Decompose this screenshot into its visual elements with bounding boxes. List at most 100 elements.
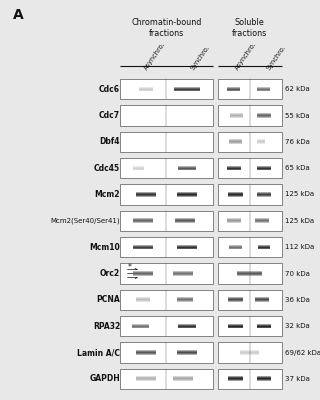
Bar (257, 142, 265, 143)
Bar (133, 169, 144, 170)
Bar (136, 354, 156, 355)
Bar (133, 170, 144, 172)
Bar (173, 273, 193, 274)
Bar (120, 263, 213, 284)
Bar (136, 194, 156, 195)
Text: Cdc45: Cdc45 (94, 164, 120, 173)
Text: 36 kDa: 36 kDa (285, 297, 310, 303)
Bar (133, 221, 153, 222)
Bar (120, 210, 213, 231)
Bar (218, 316, 282, 336)
Bar (218, 237, 282, 258)
Bar (257, 118, 271, 119)
Bar (139, 90, 153, 92)
Bar (227, 223, 241, 224)
Text: Mcm10: Mcm10 (89, 243, 120, 252)
Bar (177, 196, 197, 198)
Bar (230, 113, 243, 114)
Bar (228, 191, 243, 192)
Bar (229, 142, 242, 143)
Bar (257, 168, 271, 170)
Bar (229, 138, 242, 139)
Bar (257, 113, 271, 114)
Bar (227, 218, 241, 219)
Bar (136, 298, 150, 299)
Bar (237, 272, 262, 273)
Bar (255, 221, 269, 222)
Bar (257, 375, 271, 376)
Bar (173, 380, 193, 381)
Bar (177, 249, 197, 250)
Bar (133, 217, 153, 218)
Text: 62 kDa: 62 kDa (285, 86, 309, 92)
Bar (175, 223, 195, 224)
Bar (257, 169, 271, 170)
Bar (173, 376, 193, 377)
Bar (227, 217, 241, 218)
Bar (240, 351, 259, 352)
Bar (227, 90, 240, 92)
Bar (228, 327, 243, 328)
Bar (230, 118, 243, 119)
Bar (229, 247, 242, 248)
Bar (228, 193, 243, 194)
Bar (178, 324, 196, 326)
Bar (133, 244, 153, 246)
Bar (229, 244, 242, 246)
Bar (227, 91, 240, 92)
Bar (132, 324, 149, 326)
Bar (177, 297, 193, 298)
Bar (229, 244, 242, 245)
Bar (136, 378, 156, 379)
Bar (133, 246, 153, 248)
Bar (177, 244, 197, 245)
Bar (136, 350, 156, 351)
Bar (257, 196, 271, 198)
Bar (228, 195, 243, 196)
Bar (173, 271, 193, 272)
Bar (258, 244, 270, 246)
Bar (237, 270, 262, 271)
Bar (133, 271, 153, 272)
Bar (177, 244, 197, 246)
Bar (227, 87, 240, 89)
Bar (228, 375, 243, 376)
Bar (218, 290, 282, 310)
Bar (173, 375, 193, 376)
Text: Chromatin-bound
fractions: Chromatin-bound fractions (131, 18, 202, 38)
Bar (136, 196, 156, 197)
Bar (228, 378, 243, 379)
Bar (228, 324, 243, 326)
Bar (257, 114, 271, 115)
Bar (237, 274, 262, 275)
Bar (237, 276, 262, 277)
Text: *: * (128, 263, 132, 272)
Bar (227, 86, 240, 87)
Bar (229, 245, 242, 247)
Bar (178, 164, 196, 166)
Bar (173, 274, 193, 276)
Bar (133, 167, 144, 168)
Bar (227, 219, 241, 220)
Bar (255, 297, 269, 298)
Text: Asynchro.: Asynchro. (143, 41, 167, 72)
Bar (133, 274, 153, 276)
Bar (257, 378, 271, 379)
Bar (257, 166, 271, 167)
Bar (227, 170, 241, 172)
Bar (120, 132, 213, 152)
Bar (136, 381, 156, 382)
Bar (178, 170, 196, 172)
Bar (136, 379, 156, 380)
Bar (177, 300, 193, 301)
Bar (173, 270, 193, 271)
Bar (132, 322, 149, 324)
Bar (255, 217, 269, 218)
Bar (257, 193, 271, 194)
Bar (229, 246, 242, 248)
Text: PCNA: PCNA (96, 295, 120, 304)
Bar (177, 246, 197, 248)
Text: 125 kDa: 125 kDa (285, 192, 314, 198)
Bar (175, 218, 195, 219)
Bar (177, 192, 197, 193)
